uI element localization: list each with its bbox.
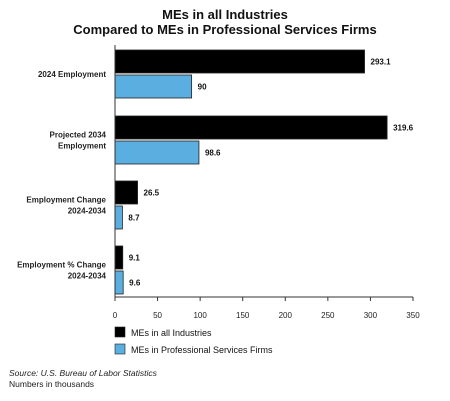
x-tick-label: 0 [113,311,118,320]
x-tick-label: 200 [279,311,293,320]
data-label: 319.6 [393,124,414,133]
chart-title-line-2: Compared to MEs in Professional Services… [73,22,377,37]
legend-label: MEs in all Industries [131,328,212,338]
bar-all-industries-0 [114,49,365,74]
bar-professional-services-3 [114,270,124,295]
data-label: 90 [198,83,207,92]
data-label: 26.5 [144,189,160,198]
data-label: 98.6 [205,149,221,158]
x-tick-label: 150 [236,311,250,320]
data-label: 9.1 [129,254,141,263]
data-label: 9.6 [129,279,141,288]
bar-all-industries-3 [114,245,124,270]
bar-professional-services-2 [114,205,123,230]
category-label: Employment Change [26,196,106,205]
x-tick-label: 50 [153,311,162,320]
x-tick-label: 250 [321,311,335,320]
legend-swatch-all-industries [114,326,126,338]
x-tick-label: 350 [406,311,420,320]
chart-title-line-1: MEs in all Industries [162,7,288,22]
legend-label: MEs in Professional Services Firms [131,345,273,355]
category-label: Employment % Change [17,261,106,270]
bar-all-industries-1 [114,115,388,140]
x-tick-label: 100 [193,311,207,320]
x-tick-label: 300 [364,311,378,320]
category-label: Employment [58,142,106,151]
category-label: 2024-2034 [68,272,107,281]
bar-all-industries-2 [114,180,138,205]
legend-swatch-professional-services [114,343,126,355]
category-label: Projected 2034 [50,131,107,140]
source-note: Source: U.S. Bureau of Labor Statistics [9,368,157,378]
data-label: 293.1 [371,58,392,67]
units-note: Numbers in thousands [9,379,95,389]
data-label: 8.7 [128,214,140,223]
bar-professional-services-0 [114,74,193,99]
bar-professional-services-1 [114,140,200,165]
category-label: 2024 Employment [38,70,106,79]
category-label: 2024-2034 [68,207,107,216]
